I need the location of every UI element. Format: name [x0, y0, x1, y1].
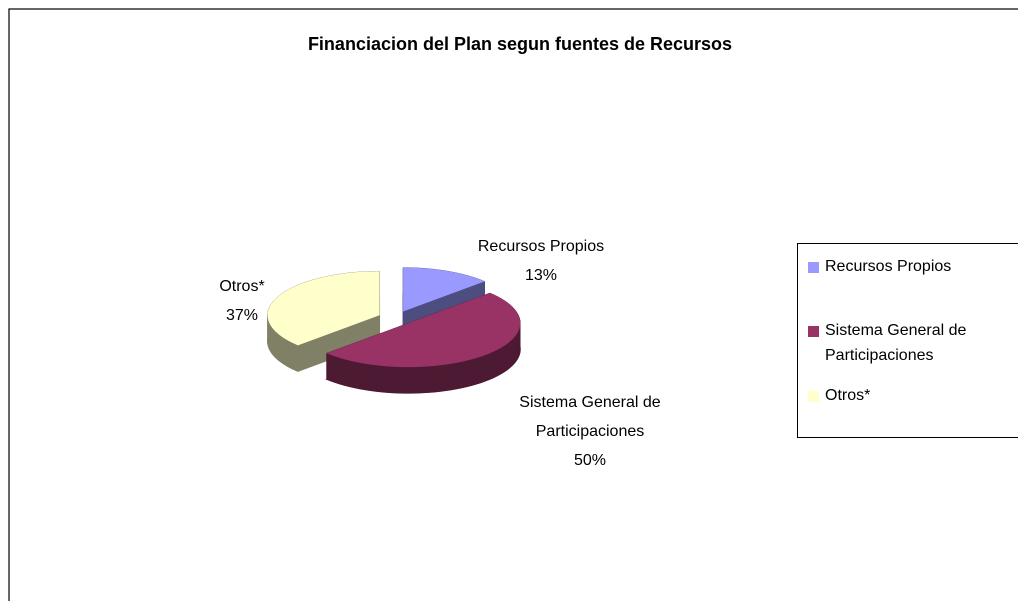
pie-side [392, 366, 400, 394]
pie-side [375, 364, 382, 393]
pie-slice [325, 292, 521, 394]
pie-side [499, 345, 504, 375]
data-label-value: 13% [524, 267, 558, 284]
pie-side [480, 354, 486, 384]
legend: Recursos Propios Sistema General de Parti… [797, 243, 1018, 438]
data-label: Otros* 37% [202, 272, 282, 330]
legend-label: Otros* [825, 387, 871, 404]
legend-swatch [808, 326, 819, 337]
pie-side [475, 356, 481, 385]
pie-side [364, 363, 371, 391]
data-label-name: Recursos Propios [477, 238, 605, 255]
pie-side [488, 351, 494, 380]
data-label-value: 37% [225, 307, 259, 324]
chart-frame [8, 8, 1018, 601]
pie-side [387, 366, 394, 393]
legend-item: Recursos Propios [808, 254, 1018, 279]
pie-side [484, 353, 490, 382]
legend-swatch [808, 262, 819, 273]
legend-swatch [808, 391, 819, 402]
legend-item: Otros* [808, 383, 1018, 408]
pie-slice [267, 270, 381, 372]
pie-side [466, 359, 472, 388]
data-label: Sistema General de Participaciones 50% [490, 388, 690, 475]
pie-side [439, 364, 446, 392]
pie-side [508, 339, 512, 369]
pie-side [286, 339, 290, 368]
pie-top [403, 267, 485, 312]
pie-side [278, 333, 281, 363]
pie-side [444, 363, 451, 391]
pie-side [280, 335, 283, 364]
pie-side [450, 362, 457, 391]
pie-side [433, 365, 440, 393]
pie-side [427, 365, 435, 393]
pie-top [326, 293, 521, 368]
pie-side [381, 365, 388, 393]
pie-slice [402, 267, 487, 339]
pie [267, 267, 521, 394]
data-label-name: Otros* [219, 278, 265, 295]
legend-label: Recursos Propios [825, 258, 952, 275]
chart-title: Financiacion del Plan segun fuentes de R… [307, 34, 733, 54]
data-label-name: Sistema General de Participaciones [519, 394, 661, 440]
pie-side [496, 347, 501, 377]
pie-side [276, 332, 279, 361]
data-label: Recursos Propios 13% [441, 232, 641, 290]
pie-side [294, 343, 299, 372]
pie-side [282, 336, 285, 366]
pie-side [289, 340, 293, 370]
legend-label: Sistema General de Participaciones [825, 322, 967, 364]
pie-side [410, 366, 417, 394]
pie-side [470, 357, 477, 386]
pie-side [455, 361, 462, 390]
pie-side [460, 360, 467, 389]
pie-side [513, 335, 516, 365]
pie-side [370, 364, 377, 392]
pie-top [267, 271, 380, 346]
pie-side [404, 366, 411, 394]
pie-side [416, 366, 423, 394]
pie-side [506, 341, 510, 371]
data-label-value: 50% [573, 452, 607, 469]
pie-side [284, 338, 288, 367]
pie-side [492, 349, 498, 379]
pie-side [503, 343, 507, 373]
pie-side [291, 342, 296, 371]
pie-side [422, 366, 429, 394]
legend-item: Sistema General de Participaciones [808, 318, 1018, 368]
pie-side [398, 366, 405, 394]
pie-side [511, 337, 514, 367]
